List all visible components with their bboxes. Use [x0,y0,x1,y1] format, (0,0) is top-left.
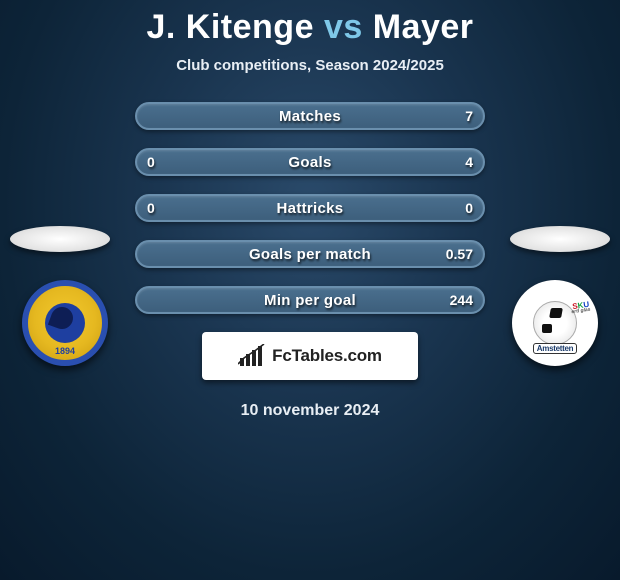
club-badge-right-tag: SKU ertl glas [570,301,591,315]
stat-label: Min per goal [264,292,356,309]
stat-row-hattricks: 0 Hattricks 0 [135,194,485,222]
page-title: J. Kitenge vs Mayer [0,0,620,47]
subtitle: Club competitions, Season 2024/2025 [0,57,620,74]
stat-label: Matches [279,108,341,125]
stat-left-value: 0 [147,200,155,216]
stat-rows: Matches 7 0 Goals 4 0 Hattricks 0 Goals … [135,102,485,314]
stat-row-min-per-goal: Min per goal 244 [135,286,485,314]
player1-name: J. Kitenge [147,8,314,46]
stat-right-value: 0 [465,200,473,216]
club-badge-right-city: Amstetten [533,343,577,354]
stat-row-goals-per-match: Goals per match 0.57 [135,240,485,268]
club-badge-right: SKU ertl glas Amstetten [512,280,598,366]
stat-label: Hattricks [277,200,344,217]
brand-text: FcTables.com [272,346,382,366]
stat-left-value: 0 [147,154,155,170]
stat-label: Goals [288,154,331,171]
bar-chart-icon [238,344,266,368]
club-badge-left-year: 1894 [28,346,102,356]
club-badge-left: 1894 [22,280,108,366]
date-stamp: 10 november 2024 [0,402,620,420]
club-badge-left-inner [45,303,85,343]
comparison-content: 1894 SKU ertl glas Amstetten Matches 7 0… [0,102,620,420]
stat-row-matches: Matches 7 [135,102,485,130]
stat-right-value: 0.57 [446,246,473,262]
player2-placeholder-oval [510,226,610,252]
brand-box: FcTables.com [202,332,418,380]
stat-right-value: 4 [465,154,473,170]
vs-separator: vs [324,8,363,46]
stat-label: Goals per match [249,246,371,263]
stat-right-value: 244 [450,292,473,308]
player1-placeholder-oval [10,226,110,252]
player2-name: Mayer [373,8,474,46]
stat-row-goals: 0 Goals 4 [135,148,485,176]
stat-right-value: 7 [465,108,473,124]
